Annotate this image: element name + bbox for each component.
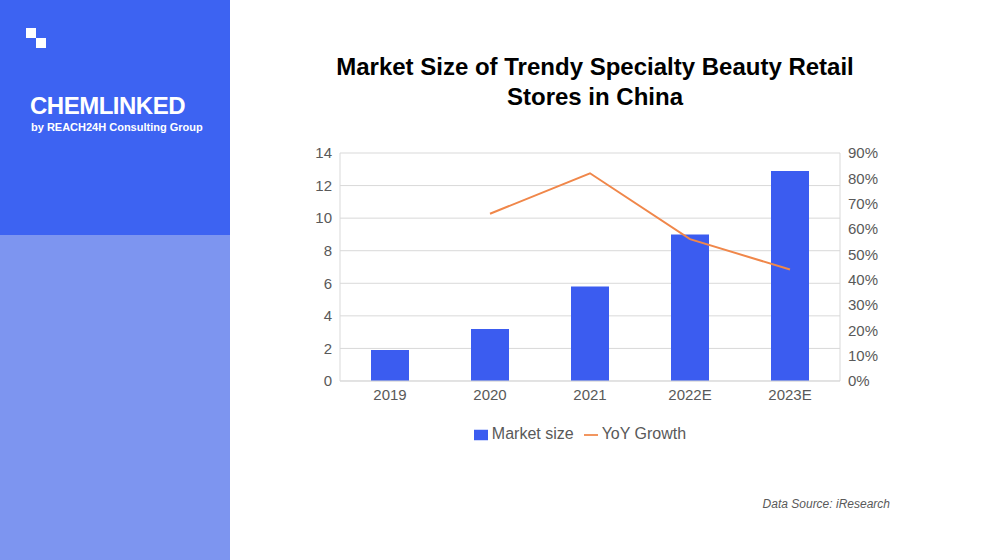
svg-text:90%: 90% — [848, 144, 878, 161]
svg-text:6: 6 — [324, 275, 332, 292]
svg-text:30%: 30% — [848, 296, 878, 313]
svg-text:2023E: 2023E — [768, 386, 811, 403]
svg-text:2: 2 — [324, 340, 332, 357]
svg-text:0: 0 — [324, 372, 332, 389]
svg-text:12: 12 — [315, 177, 332, 194]
svg-text:0%: 0% — [848, 372, 870, 389]
html-text:Market size: Market size — [491, 425, 574, 442]
html-text:CHEMLINKED: CHEMLINKED — [30, 92, 185, 119]
html-text:Market Size of Trendy Specialt: Market Size of Trendy Specialty Beauty R… — [336, 53, 854, 110]
html-text:YoY Growth: YoY Growth — [601, 425, 687, 442]
svg-text:2020: 2020 — [473, 386, 506, 403]
svg-text:10: 10 — [315, 209, 332, 226]
html-text:by REACH24H Consulting Group: by REACH24H Consulting Group — [31, 121, 203, 133]
html-text:Data Source: iResearch: Data Source: iResearch — [762, 497, 890, 511]
svg-text:70%: 70% — [848, 195, 878, 212]
svg-text:80%: 80% — [848, 170, 878, 187]
svg-text:50%: 50% — [848, 246, 878, 263]
svg-text:4: 4 — [324, 307, 332, 324]
svg-text:2021: 2021 — [573, 386, 606, 403]
svg-text:60%: 60% — [848, 220, 878, 237]
svg-text:10%: 10% — [848, 347, 878, 364]
svg-text:8: 8 — [324, 242, 332, 259]
svg-text:20%: 20% — [848, 322, 878, 339]
svg-text:2019: 2019 — [373, 386, 406, 403]
svg-text:14: 14 — [315, 144, 332, 161]
svg-text:40%: 40% — [848, 271, 878, 288]
svg-text:2022E: 2022E — [668, 386, 711, 403]
